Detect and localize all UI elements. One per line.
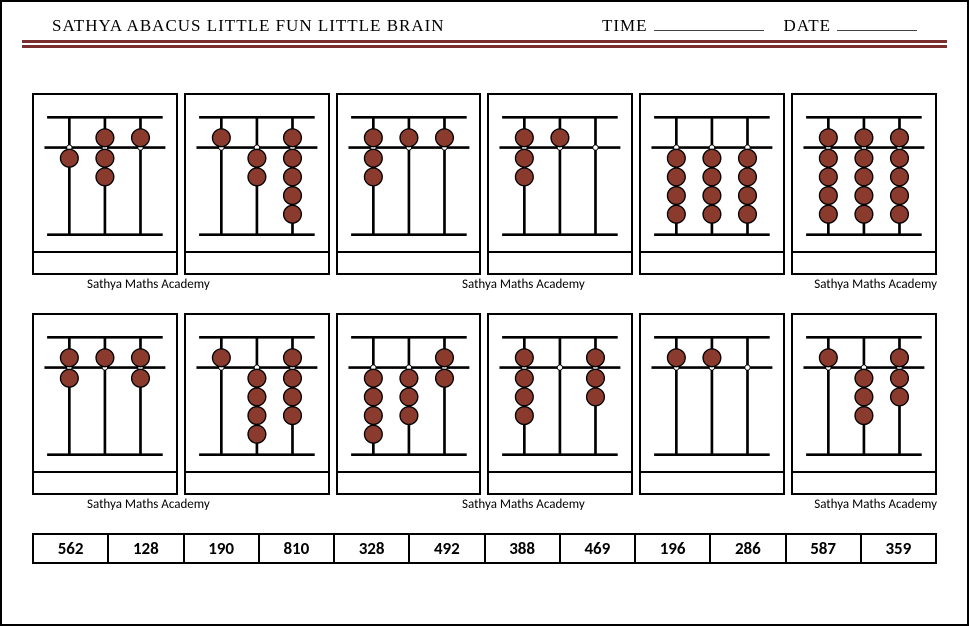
- abacus-cell: [184, 313, 330, 495]
- abacus: [184, 93, 330, 253]
- answer-value: 128: [109, 535, 184, 562]
- answer-box: [336, 473, 482, 495]
- answer-box: [487, 253, 633, 275]
- answer-value: 492: [410, 535, 485, 562]
- watermark: Sathya Maths Academy: [814, 497, 937, 512]
- answer-box: [184, 253, 330, 275]
- answer-box: [487, 473, 633, 495]
- answer-value: 562: [34, 535, 109, 562]
- watermark-row: Sathya Maths Academy Sathya Maths Academ…: [32, 277, 937, 299]
- abacus: [184, 313, 330, 473]
- header: SATHYA ABACUS LITTLE FUN LITTLE BRAIN TI…: [22, 12, 947, 36]
- watermark-row: Sathya Maths Academy Sathya Maths Academ…: [32, 497, 937, 519]
- date-line: [837, 30, 917, 31]
- watermark: Sathya Maths Academy: [462, 497, 585, 512]
- answer-value: 359: [862, 535, 937, 562]
- answer-box: [639, 473, 785, 495]
- answer-box: [32, 473, 178, 495]
- header-rule: [22, 40, 947, 48]
- answer-value: 469: [561, 535, 636, 562]
- watermark: Sathya Maths Academy: [462, 277, 585, 292]
- answer-box: [791, 473, 937, 495]
- worksheet-page: SATHYA ABACUS LITTLE FUN LITTLE BRAIN TI…: [0, 0, 969, 626]
- abacus: [336, 93, 482, 253]
- abacus-cell: [791, 93, 937, 275]
- abacus-cell: [32, 313, 178, 495]
- title: SATHYA ABACUS LITTLE FUN LITTLE BRAIN: [52, 16, 445, 36]
- abacus: [487, 313, 633, 473]
- abacus-cell: [487, 93, 633, 275]
- abacus-cell: [184, 93, 330, 275]
- abacus-cell: [32, 93, 178, 275]
- answer-value: 190: [185, 535, 260, 562]
- abacus-row: [32, 313, 937, 495]
- answer-box: [639, 253, 785, 275]
- abacus-cell: [639, 93, 785, 275]
- answer-box: [791, 253, 937, 275]
- watermark: Sathya Maths Academy: [87, 497, 210, 512]
- answer-box: [184, 473, 330, 495]
- abacus: [791, 313, 937, 473]
- answer-value: 388: [486, 535, 561, 562]
- abacus-cell: [487, 313, 633, 495]
- abacus-cell: [791, 313, 937, 495]
- abacus: [32, 313, 178, 473]
- answer-box: [336, 253, 482, 275]
- abacus-cell: [336, 313, 482, 495]
- answer-value: 196: [636, 535, 711, 562]
- abacus-cell: [639, 313, 785, 495]
- abacus-grid: Sathya Maths Academy Sathya Maths Academ…: [32, 93, 937, 564]
- abacus: [336, 313, 482, 473]
- abacus: [32, 93, 178, 253]
- abacus: [639, 313, 785, 473]
- watermark: Sathya Maths Academy: [814, 277, 937, 292]
- answer-box: [32, 253, 178, 275]
- answer-value: 587: [787, 535, 862, 562]
- date-label: DATE: [784, 16, 831, 36]
- time-label: TIME: [602, 16, 648, 36]
- answer-value: 810: [260, 535, 335, 562]
- abacus-cell: [336, 93, 482, 275]
- abacus: [791, 93, 937, 253]
- abacus-row: [32, 93, 937, 275]
- abacus: [487, 93, 633, 253]
- abacus: [639, 93, 785, 253]
- watermark: Sathya Maths Academy: [87, 277, 210, 292]
- answer-value: 286: [711, 535, 786, 562]
- answers-strip: 562128190810328492388469196286587359: [32, 533, 937, 564]
- time-line: [654, 30, 764, 31]
- answer-value: 328: [335, 535, 410, 562]
